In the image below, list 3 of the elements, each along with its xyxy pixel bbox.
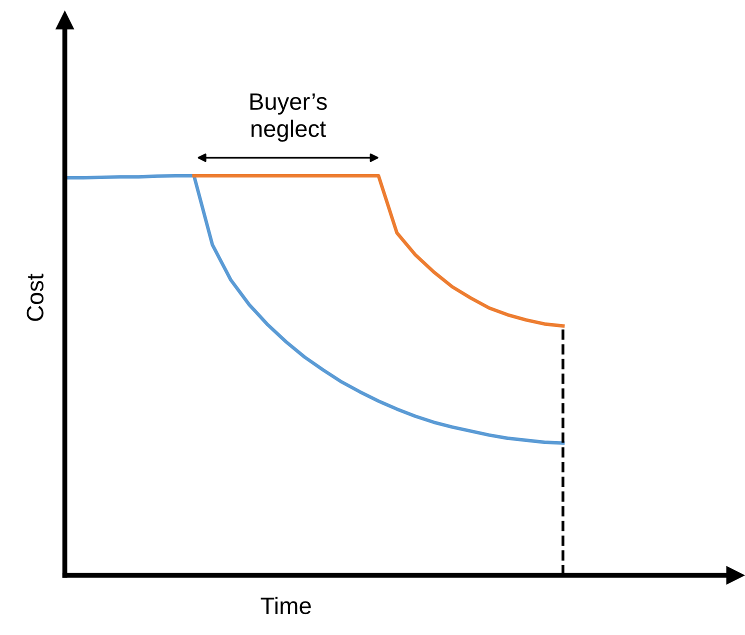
y-axis-title: Cost xyxy=(26,274,44,321)
text: Buyer’s neglect xyxy=(250,93,327,142)
x-axis-title: Time xyxy=(260,596,311,614)
